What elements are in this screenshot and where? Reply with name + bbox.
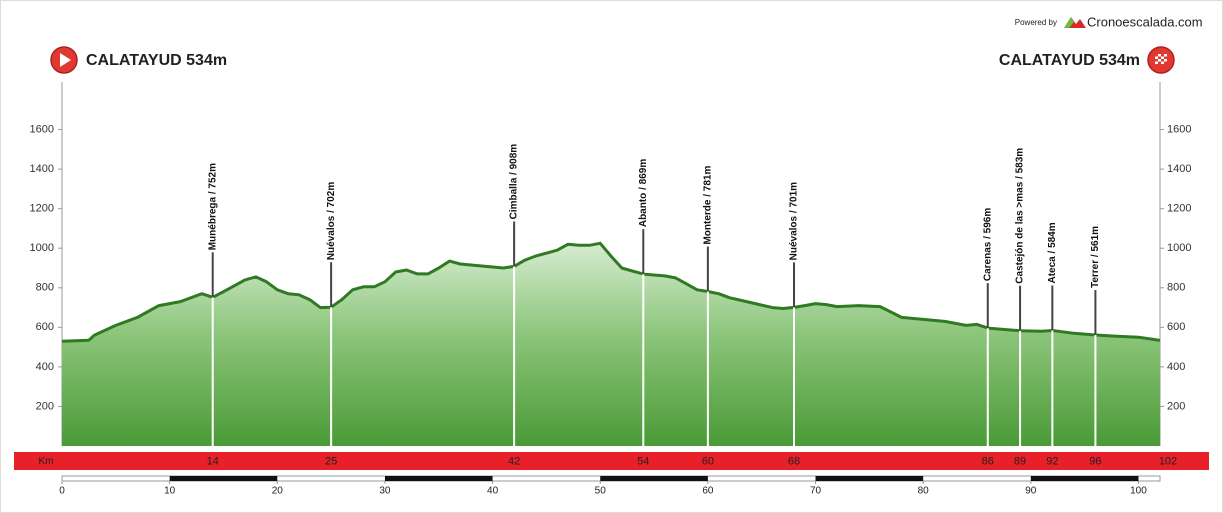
- landmark-label: Cimballa / 908m: [509, 144, 520, 220]
- km-marker-label: 42: [508, 455, 520, 467]
- x-tick-label: 100: [1130, 486, 1147, 497]
- landmark-label: Abanto / 869m: [638, 159, 649, 227]
- km-marker-label: 60: [702, 455, 714, 467]
- scale-segment: [384, 476, 493, 481]
- x-tick-label: 10: [164, 486, 176, 497]
- finish-icon: [1147, 46, 1175, 74]
- km-marker-label: 96: [1089, 455, 1101, 467]
- y-tick-label: 1600: [30, 123, 54, 135]
- profile-area: [62, 243, 1160, 446]
- y-tick-label: 600: [36, 321, 54, 333]
- km-marker-label: 86: [982, 455, 994, 467]
- landmark-label: Monterde / 781m: [703, 166, 714, 245]
- y-tick-label-right: 1400: [1167, 163, 1191, 175]
- powered-by: Powered by: [1015, 18, 1057, 27]
- landmark-label: Terrer / 561m: [1090, 226, 1101, 288]
- landmark-label: Munébrega / 752m: [207, 163, 218, 250]
- brand: Cronoescalada.com: [1087, 14, 1203, 29]
- landmark-label: Carenas / 596m: [982, 208, 993, 281]
- scale-segment: [169, 476, 278, 481]
- km-marker-label: 89: [1014, 455, 1026, 467]
- x-tick-label: 90: [1025, 486, 1037, 497]
- y-tick-label: 1200: [30, 203, 54, 215]
- x-tick-label: 20: [272, 486, 284, 497]
- landmark-label: Ateca / 584m: [1047, 222, 1058, 283]
- y-tick-label: 1400: [30, 163, 54, 175]
- brand-logo: [1064, 17, 1086, 28]
- start-label: CALATAYUD 534m: [86, 52, 227, 69]
- landmark-label: Nuévalos / 701m: [789, 182, 800, 260]
- scale-segment: [600, 476, 708, 481]
- x-tick-label: 40: [487, 486, 499, 497]
- y-tick-label: 800: [36, 282, 54, 294]
- km-marker-label: 68: [788, 455, 800, 467]
- km-marker-label: 92: [1046, 455, 1058, 467]
- y-tick-label: 400: [36, 361, 54, 373]
- km-marker-label: 54: [637, 455, 649, 467]
- km-marker-label: 14: [207, 455, 219, 467]
- x-tick-label: 70: [810, 486, 822, 497]
- profile-edge: [61, 241, 1161, 343]
- landmark-label: Nuévalos / 702m: [326, 182, 337, 260]
- landmark-label: Castejón de las >mas / 583m: [1015, 148, 1026, 284]
- x-tick-label: 50: [595, 486, 607, 497]
- x-tick-label: 60: [702, 486, 714, 497]
- scale-segment: [815, 476, 924, 481]
- start-icon: [50, 46, 78, 74]
- y-tick-label: 200: [36, 400, 54, 412]
- scale-segment: [1030, 476, 1139, 481]
- x-tick-label: 30: [379, 486, 391, 497]
- y-tick-label-right: 1200: [1167, 203, 1191, 215]
- finish-label: CALATAYUD 534m: [999, 52, 1140, 69]
- km-bar: [14, 452, 1209, 470]
- y-tick-label-right: 200: [1167, 400, 1185, 412]
- y-tick-label-right: 800: [1167, 282, 1185, 294]
- km-marker-label: 102: [1159, 455, 1177, 467]
- km-marker-label: 25: [325, 455, 337, 467]
- km-unit: Km: [39, 456, 54, 467]
- y-tick-label: 1000: [30, 242, 54, 254]
- y-tick-label-right: 1000: [1167, 242, 1191, 254]
- y-tick-label-right: 1600: [1167, 123, 1191, 135]
- x-tick-label: 0: [59, 486, 65, 497]
- x-tick-label: 80: [918, 486, 930, 497]
- y-tick-label-right: 400: [1167, 361, 1185, 373]
- y-tick-label-right: 600: [1167, 321, 1185, 333]
